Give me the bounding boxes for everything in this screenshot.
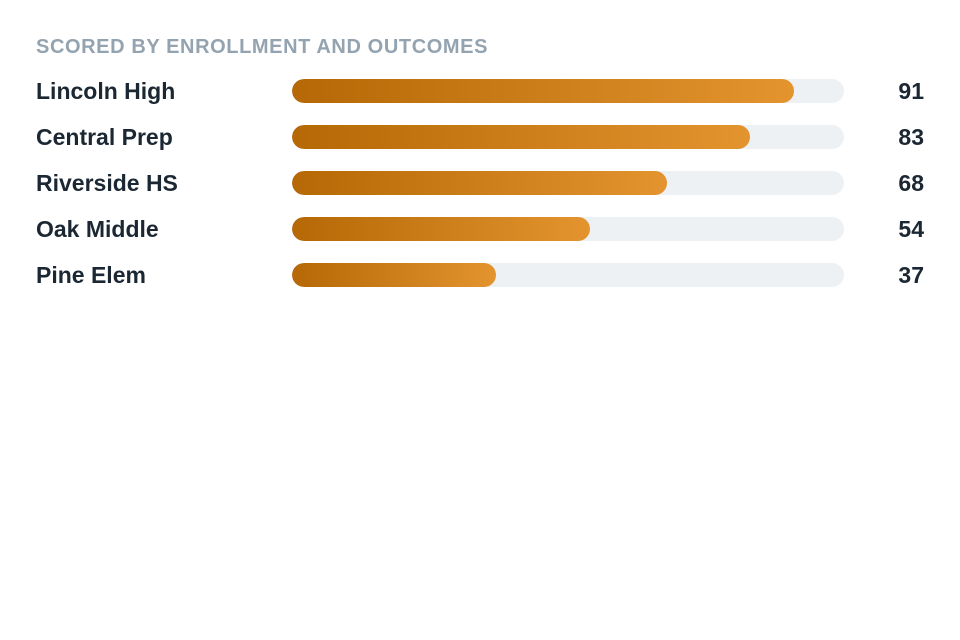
bar: [292, 217, 591, 241]
bar-row: Central Prep 83: [36, 114, 924, 160]
bar-row: Lincoln High 91: [36, 68, 924, 114]
bar: [292, 171, 668, 195]
data-label: 54: [898, 216, 924, 242]
category-label: Riverside HS: [36, 170, 178, 196]
category-label: Oak Middle: [36, 216, 159, 242]
bar-row: Pine Elem 37: [36, 252, 924, 298]
data-label: 68: [898, 170, 924, 196]
bar-track: [292, 79, 844, 103]
bar-track: [292, 171, 844, 195]
bar: [292, 79, 795, 103]
chart-title: SCORED BY ENROLLMENT AND OUTCOMES: [36, 36, 489, 58]
category-label: Pine Elem: [36, 262, 146, 288]
bar-chart: SCORED BY ENROLLMENT AND OUTCOMES Lincol…: [36, 34, 924, 298]
bar: [292, 125, 751, 149]
data-label: 83: [898, 124, 924, 150]
bar-track: [292, 125, 844, 149]
chart-rows: Lincoln High 91 Central Prep 83 Riverside HS…: [36, 68, 924, 298]
data-label: 91: [898, 78, 924, 104]
category-label: Lincoln High: [36, 78, 176, 104]
bar-track: [292, 217, 844, 241]
bar-row: Oak Middle 54: [36, 206, 924, 252]
bar-track: [292, 263, 844, 287]
bar: [292, 263, 497, 287]
bar-row: Riverside HS 68: [36, 160, 924, 206]
category-label: Central Prep: [36, 124, 173, 150]
data-label: 37: [898, 262, 924, 288]
